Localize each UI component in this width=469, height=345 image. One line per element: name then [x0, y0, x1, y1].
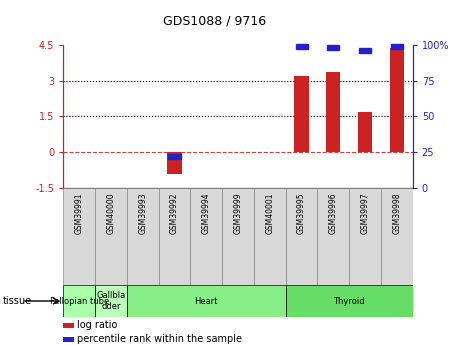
Text: GSM40001: GSM40001	[265, 193, 274, 234]
Text: GSM39997: GSM39997	[361, 193, 370, 235]
Bar	[167, 152, 182, 174]
Bar	[358, 112, 372, 152]
Text: Thyroid: Thyroid	[333, 296, 365, 306]
Bar	[159, 188, 190, 285]
Bar	[95, 285, 127, 317]
Bar	[381, 188, 413, 285]
Bar	[168, 154, 181, 159]
Text: GSM40000: GSM40000	[106, 193, 115, 235]
Bar	[190, 188, 222, 285]
Bar	[63, 285, 95, 317]
Text: GSM39992: GSM39992	[170, 193, 179, 234]
Text: Heart: Heart	[195, 296, 218, 306]
Bar	[349, 188, 381, 285]
Text: GSM39995: GSM39995	[297, 193, 306, 235]
Bar	[95, 188, 127, 285]
Bar	[63, 337, 74, 342]
Text: log ratio: log ratio	[77, 320, 118, 330]
Text: GSM39994: GSM39994	[202, 193, 211, 235]
Bar	[318, 188, 349, 285]
Bar	[295, 76, 309, 152]
Text: Gallbla
dder: Gallbla dder	[96, 291, 126, 311]
Text: Fallopian tube: Fallopian tube	[50, 296, 109, 306]
Bar	[222, 188, 254, 285]
Text: tissue: tissue	[2, 296, 31, 306]
Bar	[127, 188, 159, 285]
Bar	[63, 323, 74, 328]
Text: percentile rank within the sample: percentile rank within the sample	[77, 334, 242, 344]
Text: GSM39991: GSM39991	[75, 193, 83, 234]
Bar	[327, 45, 340, 50]
Text: GSM39996: GSM39996	[329, 193, 338, 235]
Bar	[254, 188, 286, 285]
Text: GDS1088 / 9716: GDS1088 / 9716	[163, 14, 266, 28]
Bar	[63, 188, 95, 285]
Bar	[286, 285, 413, 317]
Text: GSM39993: GSM39993	[138, 193, 147, 235]
Bar	[326, 72, 340, 152]
Bar	[359, 48, 371, 53]
Bar	[127, 285, 286, 317]
Bar	[286, 188, 318, 285]
Bar	[390, 48, 404, 152]
Bar	[391, 44, 403, 49]
Text: GSM39998: GSM39998	[393, 193, 401, 234]
Bar	[295, 44, 308, 49]
Text: GSM39999: GSM39999	[234, 193, 242, 235]
